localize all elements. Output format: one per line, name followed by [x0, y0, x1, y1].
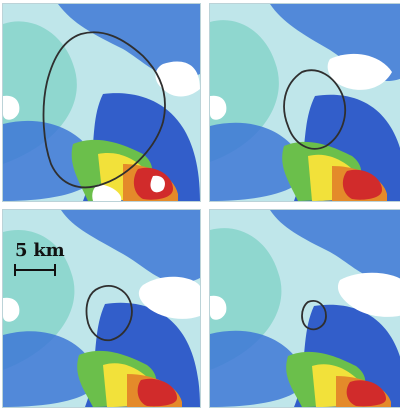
scale-bar: [14, 264, 56, 276]
radar-panel-2: [209, 3, 400, 202]
radar-image-2: [210, 4, 400, 201]
radar-panel-3: 5 km: [2, 209, 201, 408]
scale-bar-label: 5 km: [15, 240, 65, 261]
radar-panel-4: [209, 209, 400, 408]
radar-panel-1: [2, 3, 201, 202]
radar-image-3: [3, 210, 200, 407]
radar-image-4: [210, 210, 400, 407]
radar-image-1: [3, 4, 200, 201]
